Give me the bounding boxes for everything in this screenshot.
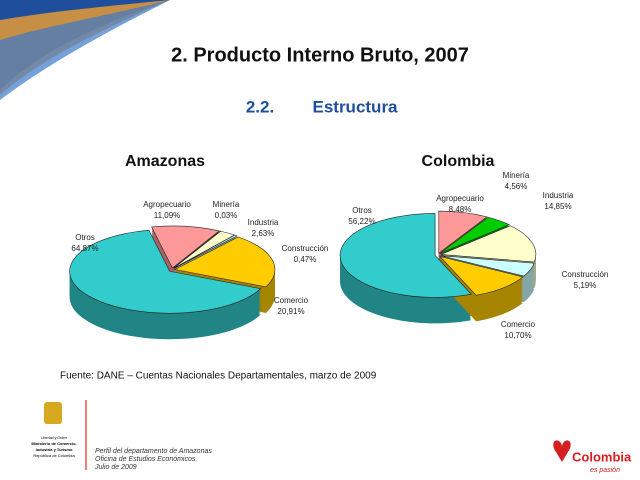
brand-tagline: es pasión bbox=[590, 467, 620, 474]
section-title: Estructura bbox=[312, 97, 398, 116]
slice-label: Construcción bbox=[562, 270, 609, 279]
slice-label: Construcción bbox=[282, 244, 329, 253]
slice bbox=[173, 234, 238, 269]
slice bbox=[440, 225, 537, 263]
value-label: 14,85% bbox=[544, 202, 571, 211]
slice-label: Comercio bbox=[501, 320, 536, 329]
footer-line: Perfil del departamento de Amazonas bbox=[95, 448, 212, 455]
value-label: 20,91% bbox=[277, 307, 304, 316]
chart-title: Colombia bbox=[422, 153, 495, 170]
value-label: 10,70% bbox=[504, 331, 531, 340]
source-note: Fuente: DANE – Cuentas Nacionales Depart… bbox=[60, 371, 377, 382]
slice-label: Industria bbox=[248, 218, 279, 227]
footer-line: Julio de 2009 bbox=[94, 464, 137, 471]
slice-label: Otros bbox=[75, 233, 95, 242]
footer-line: Oficina de Estudios Económicos. bbox=[95, 456, 197, 463]
slice bbox=[151, 225, 220, 269]
value-label: 8,48% bbox=[449, 205, 472, 214]
slice bbox=[439, 255, 524, 296]
brand-name: Colombia bbox=[572, 449, 632, 464]
slice-label: Comercio bbox=[274, 296, 309, 305]
brand-heart bbox=[553, 440, 571, 462]
slide-title: 2. Producto Interno Bruto, 2007 bbox=[171, 44, 469, 66]
ministry-line: República de Colombia bbox=[33, 453, 75, 458]
value-label: 4,56% bbox=[505, 182, 528, 191]
slice-label: Agropecuario bbox=[436, 194, 484, 203]
ministry-line: Libertad y Orden bbox=[41, 436, 67, 440]
ministry-line: Industria y Turismo bbox=[36, 447, 73, 452]
slice bbox=[438, 210, 488, 254]
slice-label: Minería bbox=[213, 200, 240, 209]
slice-label: Otros bbox=[352, 206, 372, 215]
value-label: 0,03% bbox=[215, 211, 238, 220]
slice bbox=[339, 213, 472, 298]
coat-of-arms bbox=[44, 402, 62, 424]
value-label: 11,09% bbox=[154, 211, 181, 220]
chart-title: Amazonas bbox=[125, 153, 205, 170]
value-label: 56,22% bbox=[348, 217, 375, 226]
slice-label: Agropecuario bbox=[143, 200, 191, 209]
slice bbox=[439, 216, 511, 254]
ministry-line: Ministerio de Comercio, bbox=[31, 441, 76, 446]
value-label: 64,87% bbox=[71, 244, 98, 253]
slice-label: Industria bbox=[543, 191, 574, 200]
value-label: 5,19% bbox=[574, 281, 597, 290]
value-label: 2,63% bbox=[252, 229, 275, 238]
slice bbox=[440, 255, 535, 277]
slice bbox=[174, 236, 276, 288]
slice-label: Minería bbox=[503, 171, 530, 180]
value-label: 0,47% bbox=[294, 255, 317, 264]
corner-swoosh bbox=[0, 0, 170, 100]
slice bbox=[69, 229, 262, 314]
section-number: 2.2. bbox=[246, 97, 274, 116]
corner-swoosh bbox=[0, 0, 170, 95]
